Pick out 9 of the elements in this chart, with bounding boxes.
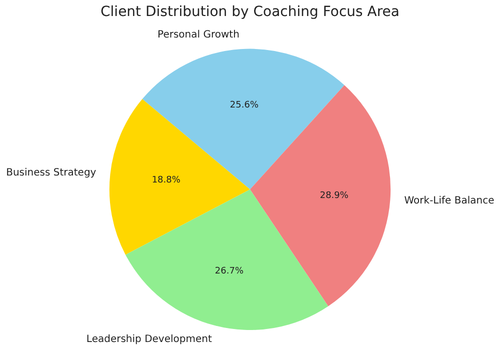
chart-title: Client Distribution by Coaching Focus Area [100, 4, 400, 20]
slice-label: Work-Life Balance [404, 195, 494, 206]
slice-label: Business Strategy [6, 167, 96, 178]
slice-label: Personal Growth [158, 30, 240, 41]
data-label: 28.9% [320, 190, 349, 201]
data-label: 18.8% [152, 176, 181, 186]
data-label: 25.6% [230, 100, 259, 111]
data-label: 26.7% [214, 266, 244, 277]
slice-label: Leadership Development [86, 334, 212, 345]
